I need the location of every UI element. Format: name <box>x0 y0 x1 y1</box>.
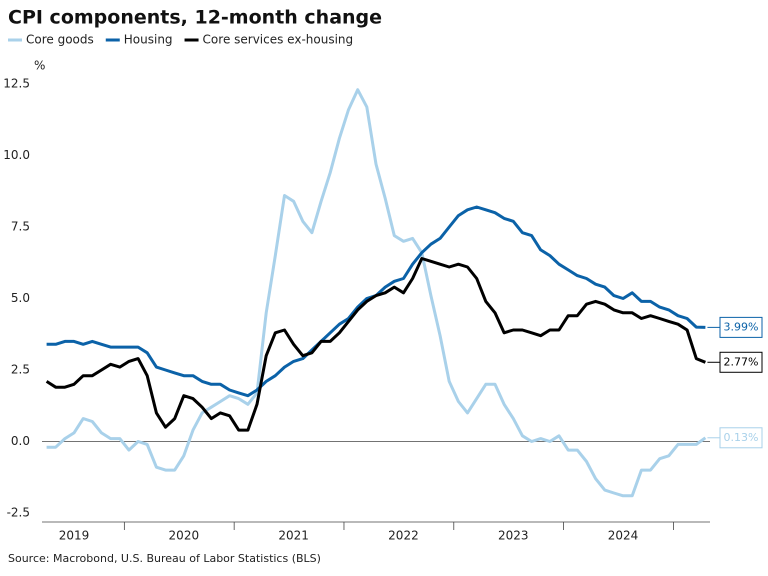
y-tick-label: 7.5 <box>11 220 30 234</box>
series-line <box>45 257 706 432</box>
y-tick-label: 0.0 <box>11 434 30 448</box>
x-tick-label: 2022 <box>388 529 419 543</box>
end-label: 2.77% <box>724 355 759 368</box>
series-line <box>46 205 706 398</box>
y-tick-label: 12.5 <box>3 77 30 91</box>
end-label: 3.99% <box>724 320 759 333</box>
y-tick-label: 10.0 <box>3 148 30 162</box>
x-tick-label: 2021 <box>278 529 309 543</box>
x-tick-label: 2023 <box>498 529 529 543</box>
series-line <box>46 88 707 498</box>
end-label-box <box>719 316 763 338</box>
y-unit: % <box>34 59 45 73</box>
chart-title: CPI components, 12-month change <box>8 7 382 29</box>
y-tick-label: 2.5 <box>11 363 30 377</box>
y-tick-label: 5.0 <box>11 291 30 305</box>
x-tick-label: 2019 <box>59 529 90 543</box>
x-tick-label: 2020 <box>169 529 200 543</box>
legend-label: Housing <box>124 33 173 47</box>
legend-label: Core services ex-housing <box>203 33 354 47</box>
end-label-box <box>719 427 763 449</box>
legend-label: Core goods <box>26 33 94 47</box>
end-label: 0.13% <box>724 431 759 444</box>
x-tick-label: 2024 <box>608 529 639 543</box>
y-tick-label: -2.5 <box>7 506 30 520</box>
end-label-box <box>719 351 763 373</box>
source: Source: Macrobond, U.S. Bureau of Labor … <box>8 552 321 565</box>
